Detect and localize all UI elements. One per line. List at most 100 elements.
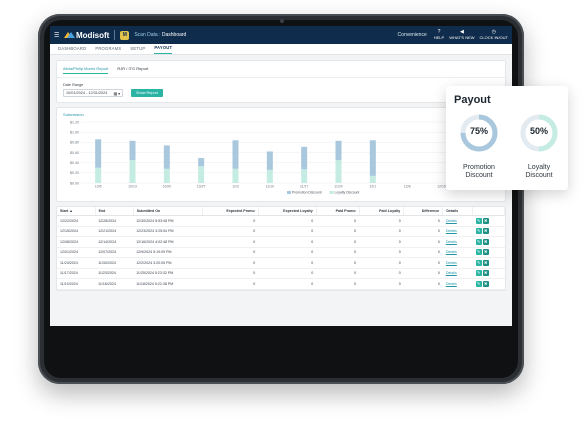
bar-loyalty-discount[interactable] xyxy=(369,175,376,183)
calendar-icon[interactable]: ▦ ▾ xyxy=(113,91,120,96)
tab-altria-report[interactable]: Altria/Philip Morris Report xyxy=(63,66,109,74)
legend-entry[interactable]: Promotion Discount xyxy=(292,191,322,195)
store-selector[interactable]: Convenience xyxy=(397,32,427,38)
col-submitted-on[interactable]: Submitted On xyxy=(133,207,203,216)
col-paid-promo[interactable]: Paid Promo xyxy=(316,207,360,216)
table-row: 11/10/2024 11/16/2024 11/18/2024 5:22:38 P… xyxy=(57,278,505,290)
cell-exp-promo: 0 xyxy=(202,236,259,248)
cell-end: 12/21/2024 xyxy=(95,226,134,237)
col-exp-loyalty-label: Expected Loyalty xyxy=(283,209,313,213)
tab-dashboard[interactable]: DASHBOARD xyxy=(58,46,87,51)
tab-rjr-report[interactable]: RJR / ITG Report xyxy=(117,66,149,71)
details-link[interactable]: Details xyxy=(442,268,473,279)
edit-icon[interactable]: ✎ xyxy=(475,238,482,245)
bar-promotion-discount[interactable] xyxy=(301,146,308,170)
bar-loyalty-discount[interactable] xyxy=(163,168,170,183)
y-tick-label: $1.00 xyxy=(70,130,79,134)
row-actions: ✎ ✖ xyxy=(472,247,505,258)
cell-difference: 0 xyxy=(403,226,443,237)
payout-title: Payout xyxy=(454,94,491,106)
bar-promotion-discount[interactable] xyxy=(129,140,136,161)
delete-icon[interactable]: ✖ xyxy=(482,228,489,235)
delete-icon[interactable]: ✖ xyxy=(482,217,489,224)
col-start[interactable]: Start ▲ xyxy=(57,207,96,216)
clock-in-out-button[interactable]: ◷ CLOCK IN/OUT xyxy=(480,29,508,41)
bar-promotion-discount[interactable] xyxy=(198,158,205,167)
col-expected-promo[interactable]: Expected Promo xyxy=(202,207,259,216)
hamburger-menu-icon[interactable]: ☰ xyxy=(54,32,60,39)
delete-icon[interactable]: ✖ xyxy=(482,280,489,287)
cell-paid-promo: 0 xyxy=(316,247,360,258)
edit-icon[interactable]: ✎ xyxy=(475,259,482,266)
show-report-button[interactable]: Show Report xyxy=(131,89,163,97)
cell-paid-promo: 0 xyxy=(316,236,360,248)
edit-icon[interactable]: ✎ xyxy=(475,217,482,224)
bar-promotion-discount[interactable] xyxy=(232,140,239,169)
bar-loyalty-discount[interactable] xyxy=(335,160,342,183)
col-difference[interactable]: Difference xyxy=(403,207,444,216)
whats-new-button[interactable]: ◀ WHAT'S NEW xyxy=(449,30,474,41)
bar-promotion-discount[interactable] xyxy=(335,140,342,161)
col-details-label: Details xyxy=(446,209,459,213)
table-row: 12/01/2024 12/07/2024 12/9/2024 5:19:09 PM… xyxy=(57,247,505,258)
col-end[interactable]: End xyxy=(95,207,134,216)
details-link[interactable]: Details xyxy=(442,247,473,258)
y-tick-label: $1.20 xyxy=(70,120,79,124)
delete-icon[interactable]: ✖ xyxy=(482,270,489,277)
cell-submitted: 12/23/2024 3:25:54 PM xyxy=(133,226,203,237)
col-paid-loyalty[interactable]: Paid Loyalty xyxy=(359,207,405,216)
edit-icon[interactable]: ✎ xyxy=(475,270,482,277)
details-link[interactable]: Details xyxy=(442,226,473,237)
clock-icon: ◷ xyxy=(491,29,496,35)
bar-promotion-discount[interactable] xyxy=(95,139,102,168)
details-link[interactable]: Details xyxy=(442,257,473,269)
bar-loyalty-discount[interactable] xyxy=(266,169,273,183)
cell-submitted: 12/16/2024 4:02:48 PM xyxy=(133,236,203,248)
breadcrumb-section[interactable]: Scan Data xyxy=(134,32,158,38)
bar-loyalty-discount[interactable] xyxy=(301,169,308,183)
bar-promotion-discount[interactable] xyxy=(266,151,273,170)
modisoft-logo-icon xyxy=(64,32,75,38)
details-link[interactable]: Details xyxy=(442,278,473,290)
legend-entry[interactable]: Loyalty Discount xyxy=(335,191,360,195)
details-link[interactable]: Details xyxy=(442,236,473,248)
delete-icon[interactable]: ✖ xyxy=(482,238,489,245)
cell-paid-promo: 0 xyxy=(316,215,360,227)
table-row: 11/24/2024 11/30/2024 12/2/2024 3:20:05 PM… xyxy=(57,257,505,269)
breadcrumb-page: Dashboard xyxy=(161,32,187,38)
cell-paid-promo: 0 xyxy=(316,226,360,237)
x-tick-label: 11/3 xyxy=(232,185,238,189)
table-row: 12/22/2024 12/28/2024 12/30/2024 5:53:08 P… xyxy=(57,215,505,227)
edit-icon[interactable]: ✎ xyxy=(475,249,482,256)
cell-submitted: 11/25/2024 5:23:32 PM xyxy=(133,268,203,279)
loyalty-pct: 50% xyxy=(529,126,548,136)
tab-payout[interactable]: PAYOUT xyxy=(154,45,173,54)
edit-icon[interactable]: ✎ xyxy=(475,280,482,287)
tablet-camera xyxy=(280,19,284,23)
bar-loyalty-discount[interactable] xyxy=(129,160,136,183)
cell-end: 11/16/2024 xyxy=(95,278,134,290)
col-expected-loyalty[interactable]: Expected Loyalty xyxy=(258,207,317,216)
bar-promotion-discount[interactable] xyxy=(369,140,376,176)
tab-programs[interactable]: PROGRAMS xyxy=(95,46,122,51)
bar-promotion-discount[interactable] xyxy=(163,145,170,169)
submission-chart-card: Submission $0.00 $0.20 $0.40 $0.60 $0.80 $1.0… xyxy=(56,107,506,202)
col-end-label: End xyxy=(98,209,106,213)
bar-loyalty-discount[interactable] xyxy=(232,168,239,183)
delete-icon[interactable]: ✖ xyxy=(482,249,489,256)
cell-paid-loyalty: 0 xyxy=(359,215,404,227)
cell-paid-loyalty: 0 xyxy=(359,278,404,290)
store-brand-badge[interactable]: M xyxy=(120,30,130,40)
col-details[interactable]: Details xyxy=(442,207,474,216)
date-range-input[interactable]: 10/01/2024 - 12/31/2024 ▦ ▾ xyxy=(63,89,123,97)
tab-setup[interactable]: SETUP xyxy=(130,46,146,51)
brand-logo[interactable]: Modisoft xyxy=(64,31,109,40)
bar-loyalty-discount[interactable] xyxy=(95,167,102,183)
legend-swatch xyxy=(287,191,291,194)
x-tick-label: 10/20 xyxy=(163,185,172,189)
edit-icon[interactable]: ✎ xyxy=(475,228,482,235)
bar-loyalty-discount[interactable] xyxy=(198,166,205,183)
delete-icon[interactable]: ✖ xyxy=(482,259,489,266)
details-link[interactable]: Details xyxy=(442,215,473,227)
help-button[interactable]: ? HELP xyxy=(434,30,444,41)
